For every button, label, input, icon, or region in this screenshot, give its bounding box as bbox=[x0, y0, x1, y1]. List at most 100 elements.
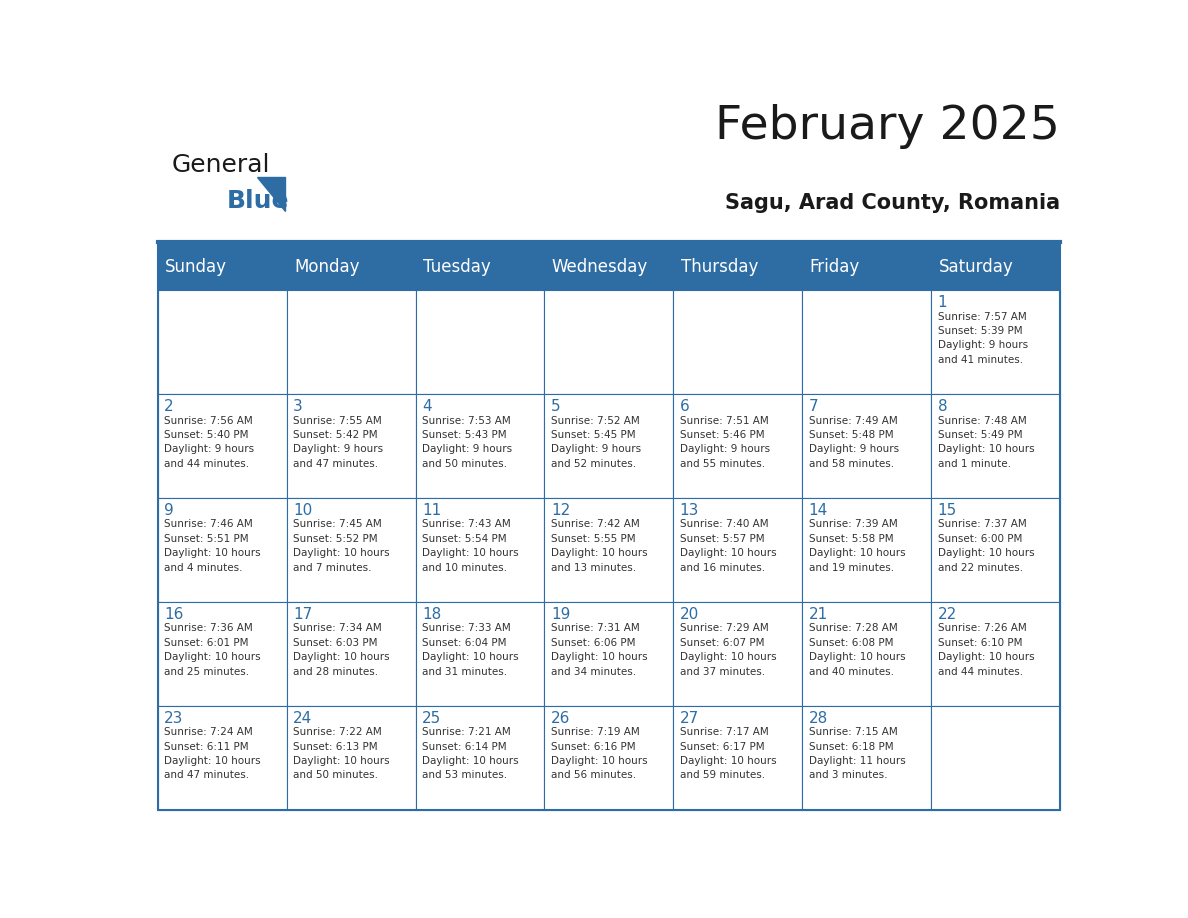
Text: 11: 11 bbox=[422, 503, 441, 518]
FancyBboxPatch shape bbox=[416, 395, 544, 498]
Text: Wednesday: Wednesday bbox=[551, 259, 647, 276]
FancyBboxPatch shape bbox=[416, 706, 544, 810]
Text: Sunrise: 7:45 AM
Sunset: 5:52 PM
Daylight: 10 hours
and 7 minutes.: Sunrise: 7:45 AM Sunset: 5:52 PM Dayligh… bbox=[293, 520, 390, 573]
Text: Sunrise: 7:33 AM
Sunset: 6:04 PM
Daylight: 10 hours
and 31 minutes.: Sunrise: 7:33 AM Sunset: 6:04 PM Dayligh… bbox=[422, 623, 519, 677]
Text: 22: 22 bbox=[937, 607, 956, 622]
Text: Thursday: Thursday bbox=[681, 259, 758, 276]
FancyBboxPatch shape bbox=[158, 395, 286, 498]
FancyBboxPatch shape bbox=[802, 706, 931, 810]
Text: Sunrise: 7:19 AM
Sunset: 6:16 PM
Daylight: 10 hours
and 56 minutes.: Sunrise: 7:19 AM Sunset: 6:16 PM Dayligh… bbox=[551, 727, 647, 780]
FancyBboxPatch shape bbox=[286, 498, 416, 602]
FancyBboxPatch shape bbox=[286, 706, 416, 810]
Text: 12: 12 bbox=[551, 503, 570, 518]
Text: Sunrise: 7:40 AM
Sunset: 5:57 PM
Daylight: 10 hours
and 16 minutes.: Sunrise: 7:40 AM Sunset: 5:57 PM Dayligh… bbox=[680, 520, 777, 573]
Text: Monday: Monday bbox=[293, 259, 360, 276]
Text: Sunrise: 7:55 AM
Sunset: 5:42 PM
Daylight: 9 hours
and 47 minutes.: Sunrise: 7:55 AM Sunset: 5:42 PM Dayligh… bbox=[293, 416, 384, 469]
FancyBboxPatch shape bbox=[158, 498, 286, 602]
Text: 17: 17 bbox=[293, 607, 312, 622]
FancyBboxPatch shape bbox=[802, 290, 931, 395]
FancyBboxPatch shape bbox=[802, 498, 931, 602]
Text: Sunrise: 7:37 AM
Sunset: 6:00 PM
Daylight: 10 hours
and 22 minutes.: Sunrise: 7:37 AM Sunset: 6:00 PM Dayligh… bbox=[937, 520, 1035, 573]
Text: Tuesday: Tuesday bbox=[423, 259, 491, 276]
Text: Sunrise: 7:39 AM
Sunset: 5:58 PM
Daylight: 10 hours
and 19 minutes.: Sunrise: 7:39 AM Sunset: 5:58 PM Dayligh… bbox=[809, 520, 905, 573]
Text: 3: 3 bbox=[293, 399, 303, 414]
Text: 8: 8 bbox=[937, 399, 947, 414]
Text: 24: 24 bbox=[293, 711, 312, 726]
Text: 15: 15 bbox=[937, 503, 956, 518]
Text: Sunrise: 7:51 AM
Sunset: 5:46 PM
Daylight: 9 hours
and 55 minutes.: Sunrise: 7:51 AM Sunset: 5:46 PM Dayligh… bbox=[680, 416, 770, 469]
Text: Sunrise: 7:48 AM
Sunset: 5:49 PM
Daylight: 10 hours
and 1 minute.: Sunrise: 7:48 AM Sunset: 5:49 PM Dayligh… bbox=[937, 416, 1035, 469]
Text: 16: 16 bbox=[164, 607, 183, 622]
Text: 7: 7 bbox=[809, 399, 819, 414]
Text: Sunrise: 7:34 AM
Sunset: 6:03 PM
Daylight: 10 hours
and 28 minutes.: Sunrise: 7:34 AM Sunset: 6:03 PM Dayligh… bbox=[293, 623, 390, 677]
FancyBboxPatch shape bbox=[416, 290, 544, 395]
Text: Blue: Blue bbox=[227, 189, 289, 213]
Text: 25: 25 bbox=[422, 711, 441, 726]
FancyBboxPatch shape bbox=[674, 602, 802, 706]
FancyBboxPatch shape bbox=[158, 602, 286, 706]
Text: Sunrise: 7:28 AM
Sunset: 6:08 PM
Daylight: 10 hours
and 40 minutes.: Sunrise: 7:28 AM Sunset: 6:08 PM Dayligh… bbox=[809, 623, 905, 677]
FancyBboxPatch shape bbox=[931, 498, 1060, 602]
Text: Sunrise: 7:49 AM
Sunset: 5:48 PM
Daylight: 9 hours
and 58 minutes.: Sunrise: 7:49 AM Sunset: 5:48 PM Dayligh… bbox=[809, 416, 899, 469]
FancyBboxPatch shape bbox=[544, 395, 674, 498]
Text: February 2025: February 2025 bbox=[715, 104, 1060, 149]
Text: Sunrise: 7:26 AM
Sunset: 6:10 PM
Daylight: 10 hours
and 44 minutes.: Sunrise: 7:26 AM Sunset: 6:10 PM Dayligh… bbox=[937, 623, 1035, 677]
Text: 10: 10 bbox=[293, 503, 312, 518]
FancyBboxPatch shape bbox=[286, 290, 416, 395]
Text: Sunrise: 7:53 AM
Sunset: 5:43 PM
Daylight: 9 hours
and 50 minutes.: Sunrise: 7:53 AM Sunset: 5:43 PM Dayligh… bbox=[422, 416, 512, 469]
Text: Sunrise: 7:31 AM
Sunset: 6:06 PM
Daylight: 10 hours
and 34 minutes.: Sunrise: 7:31 AM Sunset: 6:06 PM Dayligh… bbox=[551, 623, 647, 677]
Text: 1: 1 bbox=[937, 296, 947, 310]
Polygon shape bbox=[257, 177, 285, 211]
Text: 14: 14 bbox=[809, 503, 828, 518]
FancyBboxPatch shape bbox=[158, 706, 286, 810]
Text: Sunrise: 7:29 AM
Sunset: 6:07 PM
Daylight: 10 hours
and 37 minutes.: Sunrise: 7:29 AM Sunset: 6:07 PM Dayligh… bbox=[680, 623, 777, 677]
Text: 9: 9 bbox=[164, 503, 173, 518]
Text: Sunrise: 7:52 AM
Sunset: 5:45 PM
Daylight: 9 hours
and 52 minutes.: Sunrise: 7:52 AM Sunset: 5:45 PM Dayligh… bbox=[551, 416, 642, 469]
FancyBboxPatch shape bbox=[416, 498, 544, 602]
Text: Sagu, Arad County, Romania: Sagu, Arad County, Romania bbox=[725, 193, 1060, 213]
FancyBboxPatch shape bbox=[158, 244, 1060, 290]
FancyBboxPatch shape bbox=[931, 706, 1060, 810]
Text: 5: 5 bbox=[551, 399, 561, 414]
Text: 20: 20 bbox=[680, 607, 699, 622]
FancyBboxPatch shape bbox=[544, 498, 674, 602]
FancyBboxPatch shape bbox=[286, 602, 416, 706]
Text: 18: 18 bbox=[422, 607, 441, 622]
Text: Sunrise: 7:21 AM
Sunset: 6:14 PM
Daylight: 10 hours
and 53 minutes.: Sunrise: 7:21 AM Sunset: 6:14 PM Dayligh… bbox=[422, 727, 519, 780]
FancyBboxPatch shape bbox=[674, 395, 802, 498]
Text: 4: 4 bbox=[422, 399, 431, 414]
Text: 19: 19 bbox=[551, 607, 570, 622]
FancyBboxPatch shape bbox=[674, 706, 802, 810]
Text: 6: 6 bbox=[680, 399, 689, 414]
FancyBboxPatch shape bbox=[416, 602, 544, 706]
FancyBboxPatch shape bbox=[286, 395, 416, 498]
Text: 21: 21 bbox=[809, 607, 828, 622]
FancyBboxPatch shape bbox=[544, 706, 674, 810]
Text: 27: 27 bbox=[680, 711, 699, 726]
Text: 26: 26 bbox=[551, 711, 570, 726]
Text: Sunrise: 7:57 AM
Sunset: 5:39 PM
Daylight: 9 hours
and 41 minutes.: Sunrise: 7:57 AM Sunset: 5:39 PM Dayligh… bbox=[937, 311, 1028, 364]
FancyBboxPatch shape bbox=[674, 498, 802, 602]
Text: 28: 28 bbox=[809, 711, 828, 726]
FancyBboxPatch shape bbox=[674, 290, 802, 395]
FancyBboxPatch shape bbox=[544, 290, 674, 395]
FancyBboxPatch shape bbox=[802, 395, 931, 498]
FancyBboxPatch shape bbox=[931, 395, 1060, 498]
Text: Sunrise: 7:56 AM
Sunset: 5:40 PM
Daylight: 9 hours
and 44 minutes.: Sunrise: 7:56 AM Sunset: 5:40 PM Dayligh… bbox=[164, 416, 254, 469]
FancyBboxPatch shape bbox=[802, 602, 931, 706]
Text: Saturday: Saturday bbox=[939, 259, 1013, 276]
FancyBboxPatch shape bbox=[544, 602, 674, 706]
FancyBboxPatch shape bbox=[931, 290, 1060, 395]
Text: Sunrise: 7:17 AM
Sunset: 6:17 PM
Daylight: 10 hours
and 59 minutes.: Sunrise: 7:17 AM Sunset: 6:17 PM Dayligh… bbox=[680, 727, 777, 780]
Text: 13: 13 bbox=[680, 503, 699, 518]
Text: 2: 2 bbox=[164, 399, 173, 414]
Text: Sunrise: 7:46 AM
Sunset: 5:51 PM
Daylight: 10 hours
and 4 minutes.: Sunrise: 7:46 AM Sunset: 5:51 PM Dayligh… bbox=[164, 520, 261, 573]
Text: Sunrise: 7:43 AM
Sunset: 5:54 PM
Daylight: 10 hours
and 10 minutes.: Sunrise: 7:43 AM Sunset: 5:54 PM Dayligh… bbox=[422, 520, 519, 573]
Text: Sunrise: 7:36 AM
Sunset: 6:01 PM
Daylight: 10 hours
and 25 minutes.: Sunrise: 7:36 AM Sunset: 6:01 PM Dayligh… bbox=[164, 623, 261, 677]
FancyBboxPatch shape bbox=[931, 602, 1060, 706]
Text: Sunrise: 7:42 AM
Sunset: 5:55 PM
Daylight: 10 hours
and 13 minutes.: Sunrise: 7:42 AM Sunset: 5:55 PM Dayligh… bbox=[551, 520, 647, 573]
Text: Sunday: Sunday bbox=[165, 259, 227, 276]
Text: Sunrise: 7:22 AM
Sunset: 6:13 PM
Daylight: 10 hours
and 50 minutes.: Sunrise: 7:22 AM Sunset: 6:13 PM Dayligh… bbox=[293, 727, 390, 780]
Text: Sunrise: 7:15 AM
Sunset: 6:18 PM
Daylight: 11 hours
and 3 minutes.: Sunrise: 7:15 AM Sunset: 6:18 PM Dayligh… bbox=[809, 727, 905, 780]
Text: General: General bbox=[171, 153, 270, 177]
